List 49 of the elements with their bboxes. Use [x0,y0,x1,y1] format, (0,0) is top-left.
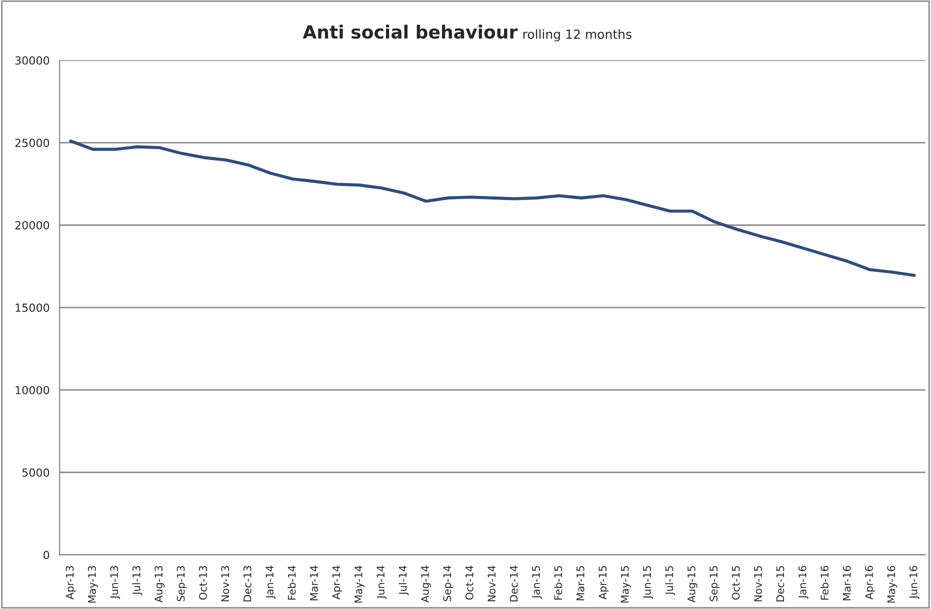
x-tick-label: Feb-14 [288,566,296,600]
x-tick-label: Jun-15 [643,566,653,600]
x-tick-label: Jul-13 [132,566,142,596]
x-tick-label: Jan-15 [532,566,542,599]
line-series [69,140,916,277]
x-tick-label: Mar-14 [310,566,318,600]
x-tick-label: Dec-13 [243,566,252,602]
x-tick-label: Apr-14 [332,566,342,600]
y-tick-label: 30000 [15,56,50,65]
x-tick-label: Jun-16 [909,566,920,600]
y-tick-label: 20000 [15,221,50,230]
x-tick-label: Jul-14 [398,566,409,596]
x-tick-label: Apr-16 [865,566,875,600]
x-tick-label: Sep-15 [710,566,720,602]
x-tick-label: Aug-13 [154,566,165,602]
chart-subtitle: rolling 12 months [523,29,632,42]
x-tick-label: Oct-15 [732,566,740,600]
x-tick-label: Jun-14 [376,566,386,600]
x-tick-label: Jul-15 [665,566,676,596]
x-tick-label: Feb-16 [820,566,829,600]
x-tick-label: May-13 [88,566,98,603]
y-tick-label: 15000 [16,304,50,312]
y-tick-label: 5000 [22,468,50,477]
x-tick-label: Aug-14 [421,566,431,602]
x-tick-label: Oct-14 [465,566,474,600]
x-tick-label: Jan-14 [266,566,276,599]
x-tick-label: Jan-16 [798,566,808,599]
x-tick-label: Apr-15 [598,566,609,600]
x-tick-label: May-14 [354,566,364,603]
x-tick-label: Dec-15 [776,566,784,602]
y-tick-label: 0 [44,550,50,560]
x-tick-label: Oct-13 [199,566,207,600]
x-tick-label: Jun-13 [110,566,120,600]
x-tick-label: Sep-13 [176,566,187,602]
x-tick-label: Sep-14 [443,566,454,602]
x-tick-label: Aug-15 [688,566,698,602]
x-tick-label: Nov-15 [754,566,762,602]
x-tick-label: Apr-13 [66,566,76,600]
y-tick-label: 10000 [16,386,50,394]
x-tick-label: May-15 [620,566,631,603]
x-tick-label: Mar-16 [842,566,851,600]
chart-title: Anti social behaviour [302,24,518,39]
x-tick-label: Feb-15 [554,566,562,600]
x-tick-label: Dec-14 [510,566,518,602]
x-tick-label: Nov-13 [221,566,230,602]
x-tick-label: May-16 [887,566,898,603]
x-tick-label: Mar-15 [576,566,584,600]
x-tick-label: Nov-14 [488,566,496,602]
y-tick-label: 25000 [15,138,50,148]
